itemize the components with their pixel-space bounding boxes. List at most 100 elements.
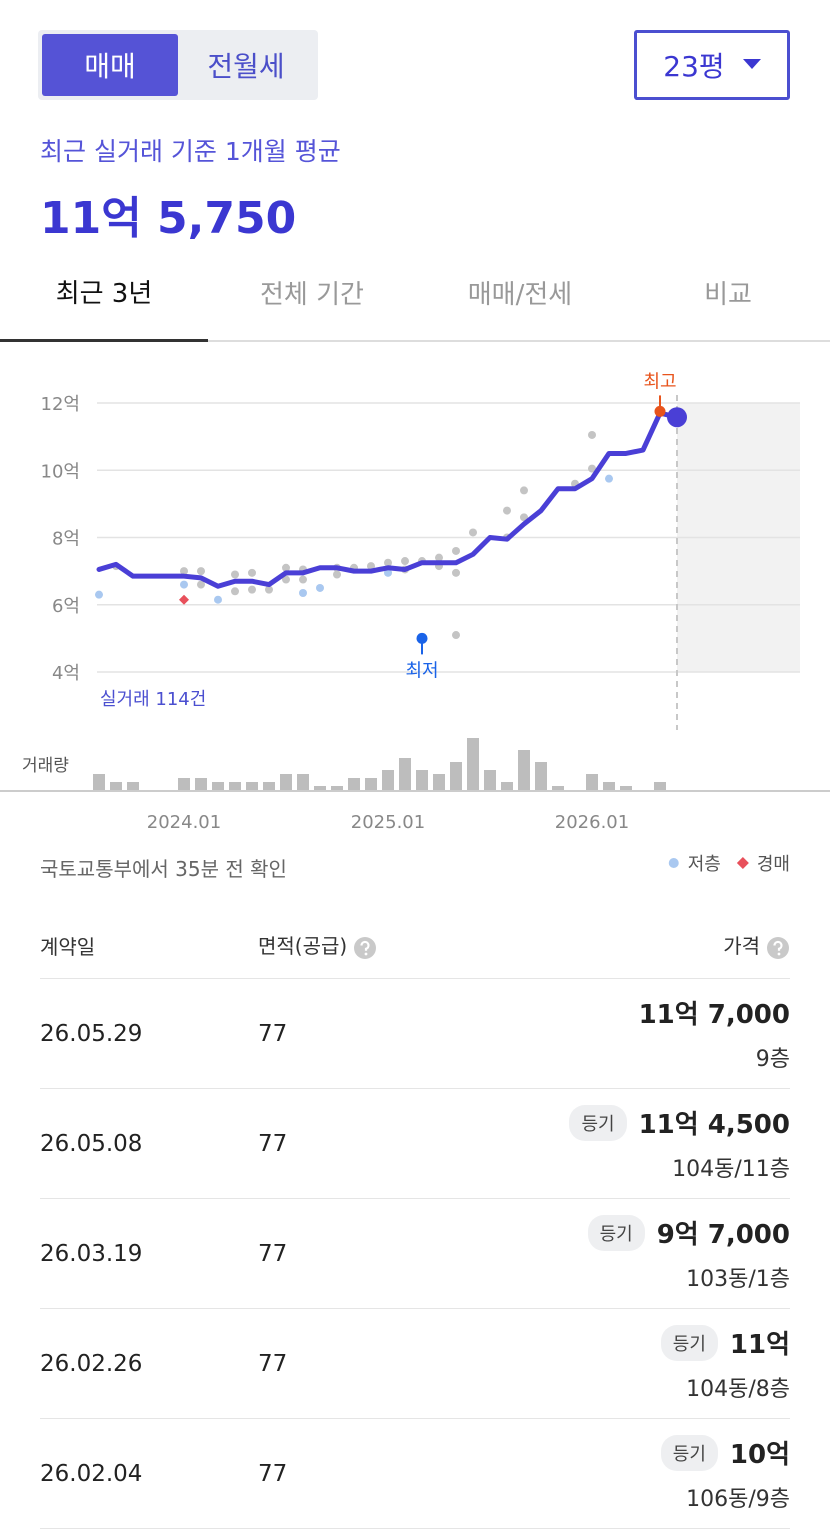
volume-bar [518,750,530,790]
header-cell: 계약일 [40,931,258,960]
table-header: 계약일 면적(공급) 가격 [40,912,790,979]
y-tick-label: 4억 [52,663,80,684]
annotation-label: 최고 [643,371,676,392]
trade-dot [435,553,443,562]
volume-bar [535,762,547,790]
trade-dot [384,568,392,577]
trade-dot [452,568,460,577]
volume-bar [450,762,462,790]
volume-bar [212,782,224,790]
price-cell: 11억 7,000 9층 [458,994,790,1073]
deal-tabs: 매매 전월세 [38,30,318,100]
volume-bar [382,770,394,790]
floor: 104동/11층 [672,1157,790,1182]
trade-dot [384,558,392,567]
volume-bar [416,770,428,790]
trade-dot [401,557,409,566]
contract-date: 26.05.29 [40,1020,143,1047]
volume-bar [229,782,241,790]
trade-dot [95,590,103,599]
trade-dot [316,583,324,592]
price: 11억 4,500 [638,1110,790,1140]
auction-mark [179,594,189,605]
trade-dot [588,464,596,473]
price: 11억 7,000 [638,1000,790,1030]
volume-bar [93,774,105,790]
help-icon[interactable] [353,936,377,960]
contract-date: 26.02.04 [40,1460,143,1487]
legend-mark [736,857,749,869]
price-line: 등기 10억 [660,1434,790,1471]
trade-table: 계약일 면적(공급) 가격 26.05.29 77 11억 7,000 9층 26.05.08… [40,912,790,1529]
deal-tab[interactable]: 전월세 [207,50,285,83]
y-tick-label: 6억 [52,596,80,617]
registry-badge: 등기 [587,1214,645,1251]
header-label: 계약일 [40,934,96,959]
volume-bar [399,758,411,790]
legend-label: 경매 [757,854,790,875]
volume-label: 거래량 [22,756,69,776]
period-tab[interactable]: 비교 [704,279,752,310]
price-line: 등기 11억 [660,1324,790,1361]
count-label: 실거래 114건 [100,689,206,710]
period-tab[interactable]: 매매/전세 [467,279,573,310]
volume-bar [603,782,615,790]
period-tab[interactable]: 전체 기간 [260,279,364,310]
price-cell: 등기 11억 4,500 104동/11층 [458,1104,790,1183]
volume-bar [297,774,309,790]
period-tab[interactable]: 최근 3년 [0,262,208,342]
y-tick-label: 12억 [41,394,80,415]
floor: 103동/1층 [686,1267,790,1292]
registry-badge: 등기 [660,1324,718,1361]
price-cell: 등기 11억 104동/8층 [458,1324,790,1403]
trade-dot [282,575,290,584]
volume-bar [552,786,564,790]
y-tick-label: 10억 [41,461,80,482]
area: 77 [258,1350,288,1377]
trade-dot [231,570,239,579]
table-row: 26.05.08 77 등기 11억 4,500 104동/11층 [40,1089,790,1199]
legend-label: 저층 [688,854,721,875]
size-select[interactable]: 23평 [634,30,790,100]
volume-bar [348,778,360,790]
price: 9억 7,000 [656,1220,790,1250]
table-row: 26.03.19 77 등기 9억 7,000 103동/1층 [40,1199,790,1309]
area: 77 [258,1130,288,1157]
price-line [96,410,680,589]
trade-dot [299,575,307,584]
trade-dot [214,595,222,604]
trade-dot [469,528,477,537]
deal-tab[interactable]: 매매 [42,34,178,96]
trade-dot [248,585,256,594]
volume-bar [263,782,275,790]
annotation-dot [416,632,428,644]
annotation-dot [654,405,666,417]
trade-dot [452,546,460,555]
volume-bar [195,778,207,790]
contract-date: 26.05.08 [40,1130,143,1157]
x-tick-label: 2024.01 [147,812,221,833]
period-tabs: 최근 3년 전체 기간 매매/전세 비교 [0,262,830,342]
registry-badge: 등기 [569,1104,627,1141]
volume-bar [586,774,598,790]
table-row: 26.02.04 77 등기 10억 106동/9층 [40,1419,790,1529]
dropdown-arrow [742,59,761,69]
help-icon[interactable] [766,936,790,960]
price-cell: 등기 10억 106동/9층 [458,1434,790,1513]
x-tick-label: 2026.01 [555,812,629,833]
volume-bar [110,782,122,790]
trade-dot [299,588,307,597]
x-tick-label: 2025.01 [351,812,425,833]
avg-label: 최근 실거래 기준 1개월 평균 [40,137,341,166]
header-label: 가격 [723,934,760,959]
price-line: 11억 7,000 [639,994,790,1031]
source-note: 국토교통부에서 35분 전 확인 [40,857,287,881]
y-tick-label: 8억 [52,529,80,550]
price-cell: 등기 9억 7,000 103동/1층 [458,1214,790,1293]
volume-bar [467,738,479,790]
volume-bar [246,782,258,790]
trade-dot [197,567,205,576]
avg-price: 11억 5,750 [40,193,297,244]
